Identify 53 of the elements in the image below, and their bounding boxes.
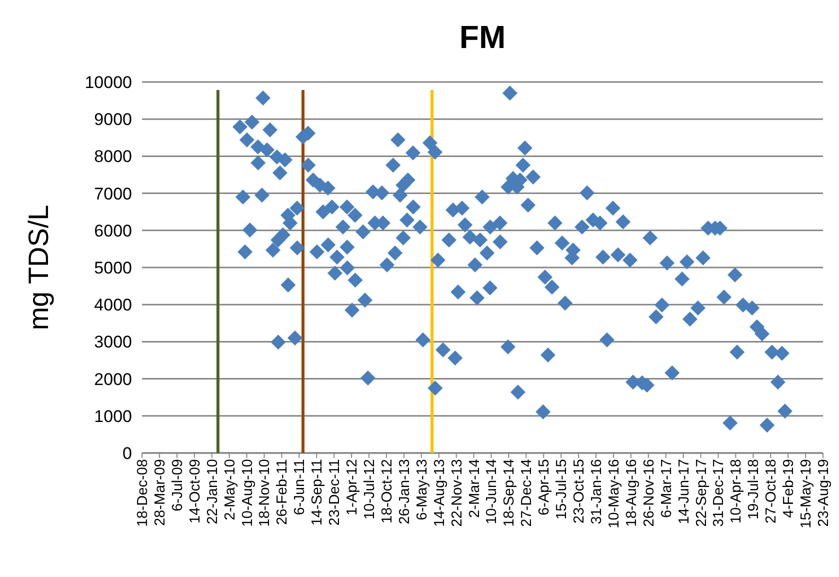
x-tick-label: 10-Jun-14 [484, 459, 500, 524]
x-tick-label: 19-Jul-18 [746, 459, 762, 520]
x-tick-label: 14-Jun-17 [676, 459, 692, 524]
y-tick-label: 6000 [94, 221, 132, 240]
x-tick-label: 18-Dec-08 [135, 459, 151, 527]
x-tick-label: 22-Sep-17 [694, 459, 710, 527]
x-tick-label: 2-Mar-14 [466, 459, 483, 518]
y-tick-label: 2000 [94, 370, 132, 389]
x-tick-label: 26-Nov-16 [641, 459, 658, 527]
x-tick-label: 14-Sep-11 [310, 459, 326, 526]
chart-title: FM [459, 19, 506, 55]
x-tick-label: 18-Sep-14 [502, 459, 518, 527]
x-tick-label: 6-Jun-11 [292, 459, 308, 516]
x-tick-label: 6-Apr-15 [536, 459, 553, 516]
y-tick-label: 7000 [94, 184, 132, 204]
x-tick-label: 1-Apr-12 [344, 459, 361, 516]
x-tick-label: 14-Oct-09 [187, 459, 204, 524]
x-tick-label: 18-Nov-10 [257, 459, 274, 527]
y-tick-label: 9000 [94, 110, 132, 130]
y-tick-label: 4000 [94, 296, 132, 315]
x-tick-label: 22-Nov-13 [449, 459, 466, 527]
y-tick-label: 3000 [94, 332, 132, 352]
x-tick-label: 4-Feb-19 [781, 459, 798, 518]
x-tick-label: 22-Jan-10 [204, 459, 221, 524]
x-tick-label: 26-Jan-13 [396, 459, 413, 524]
x-tick-label: 23-Oct-15 [572, 459, 588, 524]
x-tick-label: 10-Aug-10 [240, 459, 256, 527]
x-tick-label: 18-Oct-12 [379, 459, 396, 524]
x-tick-label: 23-Aug-19 [816, 459, 832, 527]
x-tick-label: 31-Jan-16 [589, 459, 605, 524]
x-tick-label: 6-May-13 [414, 459, 430, 520]
x-tick-label: 10-May-16 [606, 459, 622, 528]
x-tick-label: 6-Mar-17 [658, 459, 675, 518]
x-tick-label: 27-Oct-18 [764, 459, 780, 524]
x-tick-label: 10-Jul-12 [362, 459, 378, 520]
x-tick-label: 23-Dec-11 [327, 459, 344, 526]
x-tick-label: 6-Jul-09 [170, 459, 186, 512]
y-tick-label: 5000 [94, 258, 132, 278]
x-tick-label: 15-May-19 [798, 459, 815, 528]
x-tick-label: 27-Dec-14 [519, 459, 536, 527]
y-tick-label: 1000 [94, 406, 132, 426]
y-tick-label: 0 [122, 444, 132, 463]
y-axis-title: mg TDS/L [23, 204, 54, 330]
x-tick-label: 14-Aug-13 [432, 459, 448, 527]
x-tick-label: 31-Dec-17 [711, 459, 728, 527]
x-tick-label: 2-May-10 [222, 459, 238, 520]
x-tick-label: 28-Mar-09 [152, 459, 168, 526]
x-tick-label: 15-Jul-15 [554, 459, 570, 520]
x-tick-label: 18-Aug-16 [624, 459, 640, 527]
y-tick-label: 8000 [94, 147, 132, 166]
x-tick-label: 26-Feb-11 [274, 459, 291, 525]
x-tick-label: 10-Apr-18 [728, 459, 745, 524]
y-tick-label: 10000 [84, 72, 132, 92]
